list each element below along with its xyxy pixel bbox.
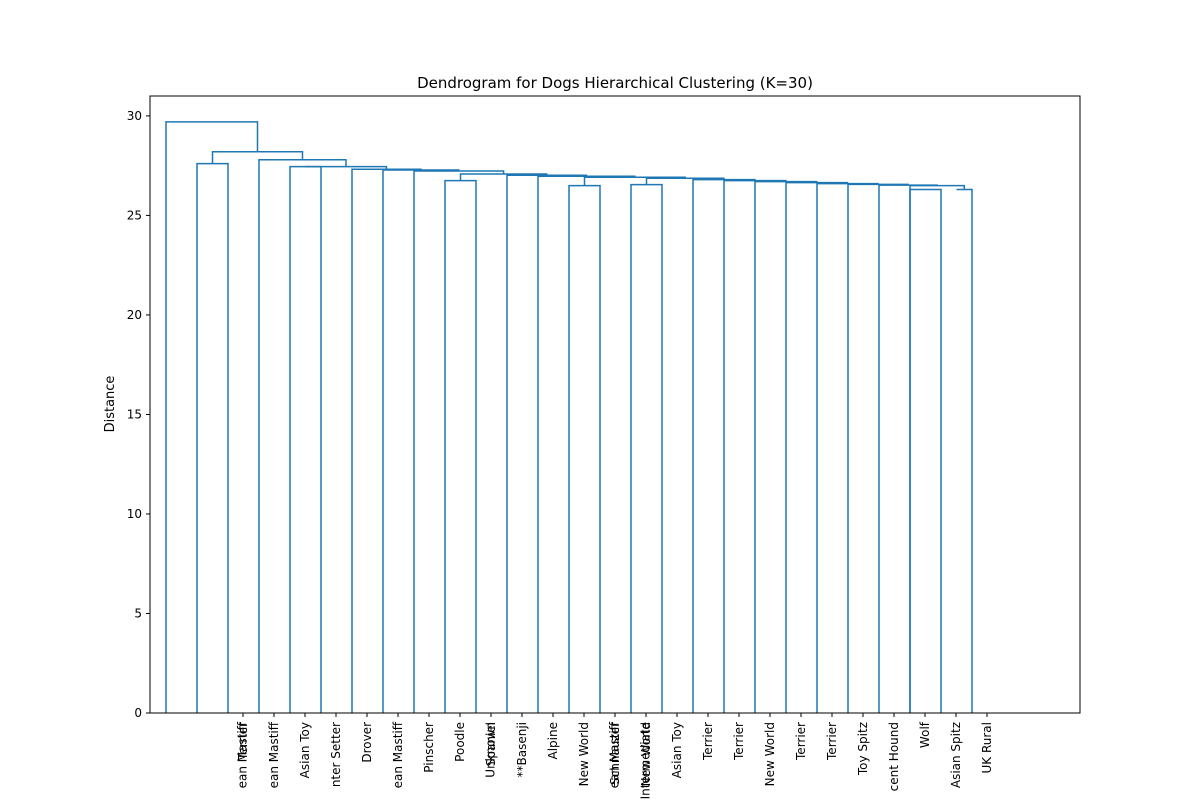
leaf-label-17: Terrier	[732, 722, 746, 761]
dendrogram-link-8	[878, 184, 938, 713]
leaf-label-24: Asian Spitz	[949, 722, 963, 788]
dendrogram-link-12	[754, 180, 818, 713]
leaf-label-16: Terrier	[701, 722, 715, 761]
y-tick-label-5: 25	[127, 208, 142, 222]
dendrogram-link-23	[305, 165, 388, 170]
y-tick-label-1: 5	[134, 606, 142, 620]
dendrogram-link-1	[289, 165, 322, 713]
y-tick-label-2: 10	[127, 507, 142, 521]
overlap-leaf-label-3: Intermediate	[639, 722, 653, 799]
leaf-label-10: **Basenji	[515, 722, 529, 778]
leaf-label-6: ean Mastiff	[391, 721, 405, 788]
overlap-leaf-label-2: ean Mastiff	[608, 721, 622, 788]
dendrogram-link-18	[506, 174, 588, 713]
overlap-leaf-label-0: ean Mastiff	[236, 721, 250, 788]
leaf-label-2: ean Mastiff	[267, 721, 281, 788]
leaf-label-5: Drover	[360, 722, 374, 763]
x-axis-leaf-labels: Terrier ean Mastiff Asian Toy nter Setter Dr…	[236, 713, 994, 799]
leaf-label-4: nter Setter	[329, 722, 343, 787]
leaf-label-8: Poodle	[453, 722, 467, 762]
y-tick-label-6: 30	[127, 109, 142, 123]
dendrogram-link-21	[382, 169, 460, 713]
leaf-label-15: Asian Toy	[670, 722, 684, 778]
dendrogram-link-20	[413, 170, 505, 713]
leaf-label-13: Schnauzer	[608, 722, 622, 785]
leaf-label-23: Wolf	[918, 721, 932, 748]
y-tick-label-0: 0	[134, 706, 142, 720]
leaf-label-1: Terrier	[236, 722, 250, 761]
leaf-label-9: Spaniel	[484, 722, 498, 766]
dendrogram-link-9	[847, 183, 909, 713]
leaf-label-22: cent Hound	[887, 722, 901, 791]
y-tick-label-3: 15	[127, 407, 142, 421]
overlap-leaf-label-1: Unknown	[484, 722, 498, 778]
dendrogram-link-0	[196, 162, 229, 713]
leaf-label-19: Terrier	[794, 722, 808, 761]
dendrogram-link-2	[444, 179, 477, 713]
leaf-label-25: UK Rural	[980, 722, 994, 774]
dendrogram-link-13	[723, 179, 787, 713]
dendrogram-link-5	[909, 188, 942, 713]
dendrogram-link-26	[165, 121, 259, 713]
leaf-label-12: New World	[577, 722, 591, 786]
dendrogram-link-25	[211, 150, 304, 164]
chart-title: Dendrogram for Dogs Hierarchical Cluster…	[417, 74, 813, 92]
dendrogram-links	[165, 121, 973, 713]
dendrogram-link-7	[909, 184, 965, 713]
leaf-label-7: Pinscher	[422, 722, 436, 773]
y-axis-label: Distance	[103, 376, 118, 433]
leaf-label-11: Alpine	[546, 722, 560, 759]
dendrogram-link-6	[956, 188, 973, 713]
y-axis-ticks: 0 5 10 15 20 25 30	[127, 109, 150, 720]
dendrogram-link-4	[630, 183, 663, 713]
dendrogram-link-14	[692, 178, 756, 713]
leaf-label-3: Asian Toy	[298, 722, 312, 778]
dendrogram-link-19	[459, 173, 548, 181]
dendrogram-link-24	[258, 158, 347, 713]
y-tick-label-4: 20	[127, 308, 142, 322]
leaf-label-20: Terrier	[825, 722, 839, 761]
leaf-label-14: New World	[639, 722, 653, 786]
dendrogram-link-17	[537, 175, 636, 713]
leaf-label-18: New World	[763, 722, 777, 786]
dendrogram-link-3	[568, 184, 601, 713]
leaf-label-21: Toy Spitz	[856, 722, 870, 776]
dendrogram-link-22	[351, 168, 422, 713]
